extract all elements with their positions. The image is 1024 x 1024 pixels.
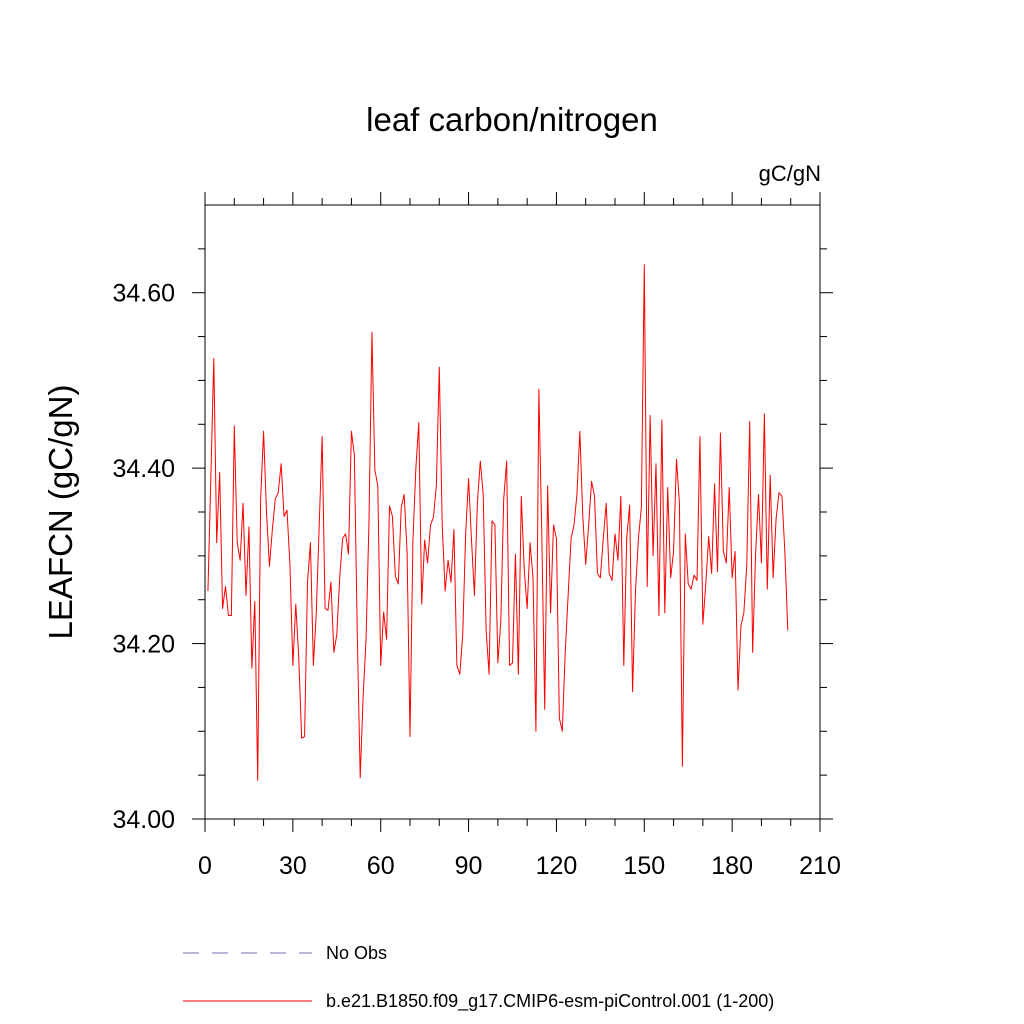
axis-ticks [192, 192, 833, 832]
legend-label-model: b.e21.B1850.f09_g17.CMIP6-esm-piControl.… [326, 991, 774, 1012]
y-tick-label: 34.40 [112, 455, 175, 483]
y-tick-label: 34.20 [112, 631, 175, 659]
legend-label-no-obs: No Obs [326, 943, 387, 963]
x-tick-label: 150 [623, 852, 665, 880]
plot-frame [204, 204, 821, 820]
x-tick-label: 90 [455, 852, 483, 880]
tick-labels: 0 30 60 90 120 150 180 210 34.00 34.20 34.40 34.60 [112, 280, 840, 880]
x-tick-label: 30 [279, 852, 307, 880]
y-tick-label: 34.00 [112, 806, 175, 834]
legend: No Obs b.e21.B1850.f09_g17.CMIP6-esm-piC… [183, 943, 774, 1012]
x-tick-label: 180 [711, 852, 753, 880]
chart-title: leaf carbon/nitrogen [366, 101, 658, 138]
x-tick-label: 210 [799, 852, 841, 880]
units-label: gC/gN [759, 161, 821, 186]
series-line [207, 264, 789, 781]
x-tick-label: 0 [198, 852, 212, 880]
y-tick-label: 34.60 [112, 280, 175, 308]
series-layer [207, 264, 789, 781]
x-tick-label: 60 [367, 852, 395, 880]
x-tick-label: 120 [536, 852, 578, 880]
y-axis-label: LEAFCN (gC/gN) [42, 385, 79, 640]
